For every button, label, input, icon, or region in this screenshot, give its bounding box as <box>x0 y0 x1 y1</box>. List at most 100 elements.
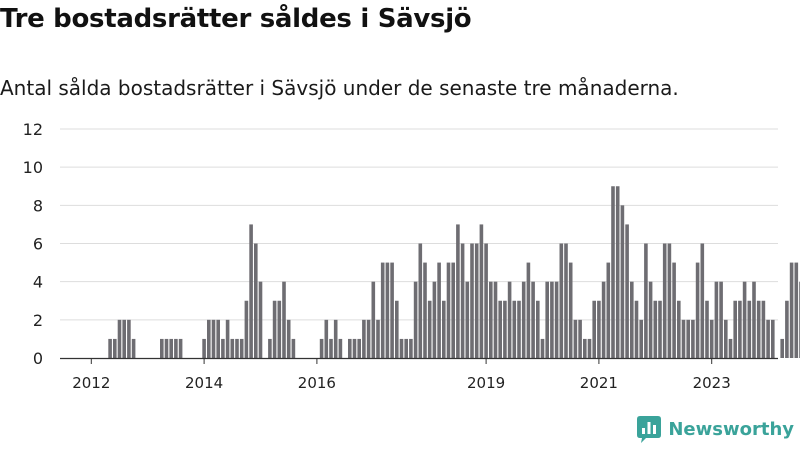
bar <box>399 338 404 358</box>
bar <box>611 186 615 358</box>
x-tick-label: 2012 <box>72 374 110 392</box>
bar <box>789 262 794 358</box>
bar <box>738 300 742 358</box>
bar <box>771 319 775 358</box>
bar <box>583 338 587 358</box>
bar <box>437 262 441 358</box>
x-tick-label: 2019 <box>467 374 505 392</box>
bar <box>592 300 596 358</box>
bar <box>766 319 770 358</box>
bar <box>324 319 329 358</box>
bar <box>639 319 643 358</box>
bar <box>620 205 625 358</box>
bar <box>113 338 117 358</box>
bar <box>235 338 239 358</box>
chart-subtitle: Antal sålda bostadsrätter i Sävsjö under… <box>0 76 679 100</box>
bar <box>536 300 540 358</box>
bar <box>564 243 568 358</box>
bar <box>474 243 479 358</box>
bar <box>268 338 272 358</box>
bar <box>122 319 126 358</box>
bar <box>672 262 676 358</box>
bar <box>409 338 413 358</box>
bar <box>221 338 225 358</box>
bar <box>587 338 592 358</box>
y-tick-label: 0 <box>33 349 43 368</box>
y-tick-label: 2 <box>33 311 43 330</box>
bar <box>681 319 686 358</box>
x-axis-ticks: 2012201420162019202120232025 <box>72 358 731 392</box>
bar <box>131 338 136 358</box>
bar <box>239 338 244 358</box>
newsworthy-logo-icon <box>637 415 662 443</box>
bar <box>559 243 564 358</box>
bar <box>244 300 249 358</box>
brand: Newsworthy <box>637 414 794 444</box>
chart-title: Tre bostadsrätter såldes i Sävsjö <box>0 4 472 34</box>
bar <box>498 300 502 358</box>
bar <box>357 338 361 358</box>
bar <box>427 300 432 358</box>
bar <box>615 186 620 358</box>
bar <box>794 262 799 358</box>
bar <box>728 338 733 358</box>
bar <box>338 338 343 358</box>
bar <box>352 338 357 358</box>
bar <box>202 338 206 358</box>
bar <box>207 319 211 358</box>
bar <box>390 262 394 358</box>
bar <box>254 243 258 358</box>
bar <box>752 281 756 358</box>
bar <box>742 281 747 358</box>
bar <box>578 319 582 358</box>
bar <box>160 338 164 358</box>
bar <box>456 224 460 358</box>
bar <box>258 281 263 358</box>
bar <box>503 300 507 358</box>
x-tick-label: 2021 <box>580 374 618 392</box>
bar <box>333 319 338 358</box>
bar <box>395 300 399 358</box>
bar <box>272 300 277 358</box>
bar <box>385 262 390 358</box>
bar <box>512 300 517 358</box>
bar <box>700 243 705 358</box>
bar <box>761 300 766 358</box>
bar <box>174 338 178 358</box>
bar <box>465 281 470 358</box>
bar <box>413 281 418 358</box>
bar <box>286 319 291 358</box>
bar <box>249 224 253 358</box>
bar <box>526 262 531 358</box>
y-tick-label: 6 <box>33 235 43 254</box>
bar <box>216 319 220 358</box>
bar <box>423 262 427 358</box>
bar <box>470 243 474 358</box>
bar <box>568 262 573 358</box>
bar <box>460 243 465 358</box>
y-tick-label: 4 <box>33 273 43 292</box>
bar <box>550 281 554 358</box>
y-axis-labels: 0 2 4 6 8 10 12 <box>23 120 43 368</box>
bar <box>644 243 648 358</box>
bar <box>573 319 578 358</box>
bar <box>291 338 296 358</box>
bar <box>127 319 131 358</box>
bar <box>371 281 376 358</box>
bar <box>164 338 169 358</box>
bar <box>432 281 437 358</box>
y-tick-label: 12 <box>23 120 43 139</box>
bar <box>606 262 611 358</box>
bar <box>230 338 235 358</box>
bar <box>479 224 484 358</box>
bar <box>714 281 719 358</box>
bars <box>108 186 800 358</box>
bar <box>442 300 446 358</box>
bar <box>489 281 493 358</box>
bar <box>517 300 521 358</box>
bar <box>719 281 723 358</box>
bar <box>282 281 286 358</box>
bar <box>691 319 695 358</box>
x-tick-label: 2023 <box>693 374 731 392</box>
bar <box>625 224 629 358</box>
